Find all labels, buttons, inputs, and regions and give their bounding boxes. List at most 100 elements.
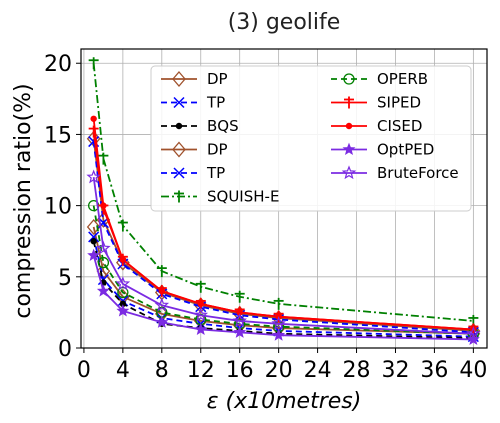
legend-item: TP [161,94,225,112]
legend: DP TP BQS DP TP SQUISH-E OPERB SIPED CISED OptPED… [150,65,472,212]
data-point [119,300,127,308]
x-tick-label: 0 [77,358,91,383]
legend-item: BQS [161,117,239,135]
legend-marker [174,190,184,203]
legend-label: BQS [207,117,239,135]
series-line [92,236,474,338]
legend-label: DP [207,141,228,159]
y-tick-label: 0 [58,337,72,362]
x-tick-label: 36 [420,358,448,383]
data-point [116,304,130,317]
legend-item: OPERB [331,70,428,88]
data-point [155,315,169,328]
data-point [88,125,99,138]
data-point [117,219,128,232]
series-6 [88,57,479,327]
data-point [234,290,245,303]
legend-item: TP [161,164,225,182]
y-tick-label: 5 [58,266,72,291]
data-point [88,57,99,70]
legend-marker [173,167,185,179]
data-point [466,326,481,340]
data-point [96,284,110,297]
x-tick-label: 4 [116,358,130,383]
data-point [100,202,107,209]
data-point [232,313,247,328]
legend-item: DP [161,70,228,88]
data-point [96,240,111,255]
legend-label: SQUISH-E [207,188,279,206]
legend-label: OPERB [377,70,428,88]
series-9 [90,115,477,333]
data-point [86,218,101,235]
data-point [119,256,127,263]
legend-marker [345,122,353,130]
legend-item: BruteForce [331,164,459,182]
data-point [87,248,101,261]
x-tick-label: 16 [226,358,254,383]
series-line [92,177,474,335]
legend-marker [172,141,186,158]
data-point [271,316,286,330]
legend-marker [343,73,355,85]
data-point [88,231,100,243]
series-line [92,118,474,331]
data-point [193,307,209,322]
legend-marker [344,96,354,109]
plot-frame [80,48,488,349]
y-tick-label: 20 [44,52,72,77]
y-axis-label: compression ratio(%) [11,83,36,318]
data-point [115,276,131,291]
legend-item: DP [161,141,228,159]
legend-item: CISED [331,117,422,135]
legend-marker [172,71,186,87]
legend-marker [173,96,185,109]
data-point [466,332,480,345]
data-point [273,297,284,310]
data-point [197,300,204,308]
data-point [97,256,110,269]
y-tick-label: 10 [44,195,72,220]
data-point [194,322,208,336]
x-tick-label: 24 [304,358,332,383]
legend-label: OptPED [377,141,434,159]
legend-label: DP [207,70,228,88]
series-line [92,63,474,322]
legend-marker [175,122,183,130]
data-point [117,286,129,299]
data-point [195,280,206,293]
series-11 [86,169,481,340]
data-point [154,297,170,312]
data-point [90,238,97,245]
legend-box [150,65,472,212]
x-tick-label: 20 [265,358,293,383]
y-tick-label: 15 [44,123,72,148]
series-line [92,141,474,334]
series-10 [87,248,480,345]
x-tick-label: 40 [459,358,487,383]
data-point [90,115,97,122]
legend-marker [342,142,356,156]
data-point [272,328,286,341]
legend-label: CISED [377,117,422,135]
legend-item: OptPED [331,141,434,159]
data-point [156,265,167,278]
data-point [98,152,109,165]
data-point [86,169,101,184]
x-tick-label: 28 [343,358,371,383]
x-tick-label: 32 [381,358,409,383]
legend-label: TP [206,164,225,182]
data-point [236,309,243,316]
legend-marker [341,165,357,180]
data-point [158,287,166,295]
series-layer [86,57,481,345]
x-tick-label: 12 [187,358,215,383]
legend-item: SQUISH-E [161,188,279,206]
legend-label: SIPED [377,94,421,112]
data-point [233,325,247,338]
chart-title: (3) geolife [228,10,341,35]
legend-item: SIPED [331,94,421,112]
x-axis-label: ε (x10metres) [207,389,362,414]
